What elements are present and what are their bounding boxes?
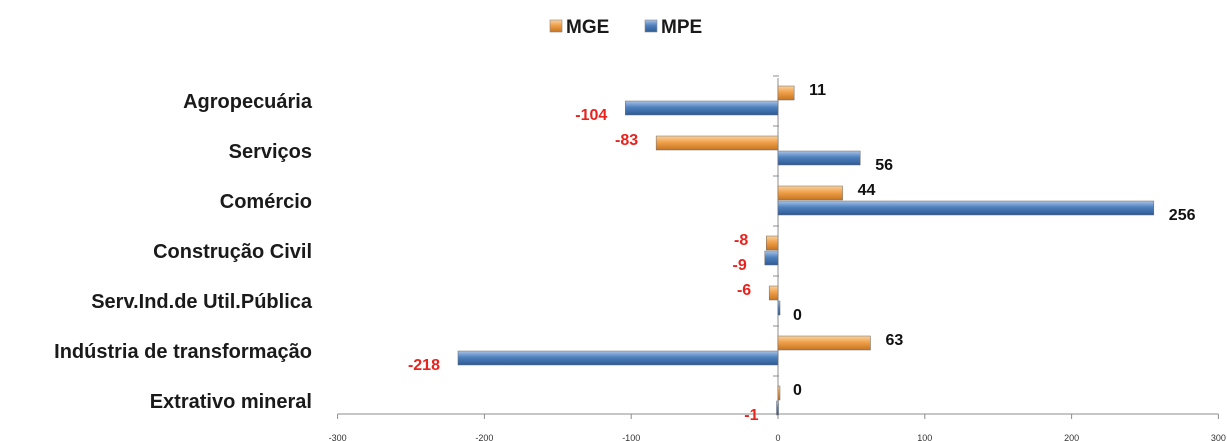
category-label-comercio: Comércio <box>220 191 312 213</box>
legend-swatch-mge <box>549 19 563 33</box>
bar-mpe-industria-de-transformacao <box>457 350 779 366</box>
data-label-mpe-construcao-civil: -9 <box>733 257 747 274</box>
bar-mpe-comercio <box>777 200 1155 216</box>
bar-mge-industria-de-transformacao <box>777 335 871 351</box>
bar-mpe-construcao-civil <box>764 250 779 266</box>
data-label-mge-industria-de-transformacao: 63 <box>885 332 903 349</box>
category-label-extrativo-mineral: Extrativo mineral <box>150 391 312 413</box>
data-labels: 11 -104 -83 56 44 256 -8 -9 -6 0 63 -218 0 -1 <box>408 82 1196 424</box>
bar-mge-serv-ind-de-util-publica <box>768 285 779 301</box>
x-tick-label: -200 <box>475 433 493 441</box>
x-tick-label: 200 <box>1064 433 1079 441</box>
data-label-mpe-extrativo-mineral: -1 <box>744 407 758 424</box>
category-label-agropecuaria: Agropecuária <box>183 91 313 113</box>
bar-mge-servicos <box>655 135 779 151</box>
category-label-industria-de-transformacao: Indústria de transformação <box>54 341 312 363</box>
bar-mge-comercio <box>777 185 843 201</box>
bar-mpe-extrativo-mineral <box>776 400 779 416</box>
bar-mge-extrativo-mineral <box>777 385 781 401</box>
x-tick-label: 100 <box>917 433 932 441</box>
bar-mge-construcao-civil <box>766 235 779 251</box>
category-labels: Agropecuária Serviços Comércio Construção C… <box>54 91 313 413</box>
x-tick-label: -100 <box>622 433 640 441</box>
data-label-mge-servicos: -83 <box>615 132 638 149</box>
x-tick-label: -300 <box>329 433 347 441</box>
category-label-servicos: Serviços <box>229 141 312 163</box>
data-label-mge-comercio: 44 <box>858 182 876 199</box>
bar-mpe-serv-ind-de-util-publica <box>777 300 781 316</box>
legend: MGE MPE <box>549 17 702 38</box>
data-label-mge-serv-ind-de-util-publica: -6 <box>737 282 751 299</box>
category-label-serv-ind-de-util-publica: Serv.Ind.de Util.Pública <box>91 291 313 313</box>
bar-mpe-servicos <box>777 150 861 166</box>
data-label-mge-construcao-civil: -8 <box>734 232 748 249</box>
legend-swatch-mpe <box>644 19 658 33</box>
legend-label-mge: MGE <box>566 17 609 38</box>
data-label-mge-extrativo-mineral: 0 <box>793 382 802 399</box>
x-tick-label: 0 <box>775 433 780 441</box>
bars <box>457 85 1155 416</box>
data-label-mpe-industria-de-transformacao: -218 <box>408 357 440 374</box>
bar-mge-agropecuaria <box>777 85 795 101</box>
legend-label-mpe: MPE <box>661 17 702 38</box>
data-label-mpe-serv-ind-de-util-publica: 0 <box>793 307 802 324</box>
bar-mpe-agropecuaria <box>625 100 779 116</box>
data-label-mpe-agropecuaria: -104 <box>575 107 607 124</box>
category-label-construcao-civil: Construção Civil <box>153 241 312 263</box>
data-label-mpe-comercio: 256 <box>1169 207 1196 224</box>
data-label-mpe-servicos: 56 <box>875 157 893 174</box>
x-tick-label: 300 <box>1211 433 1226 441</box>
data-label-mge-agropecuaria: 11 <box>809 82 826 99</box>
